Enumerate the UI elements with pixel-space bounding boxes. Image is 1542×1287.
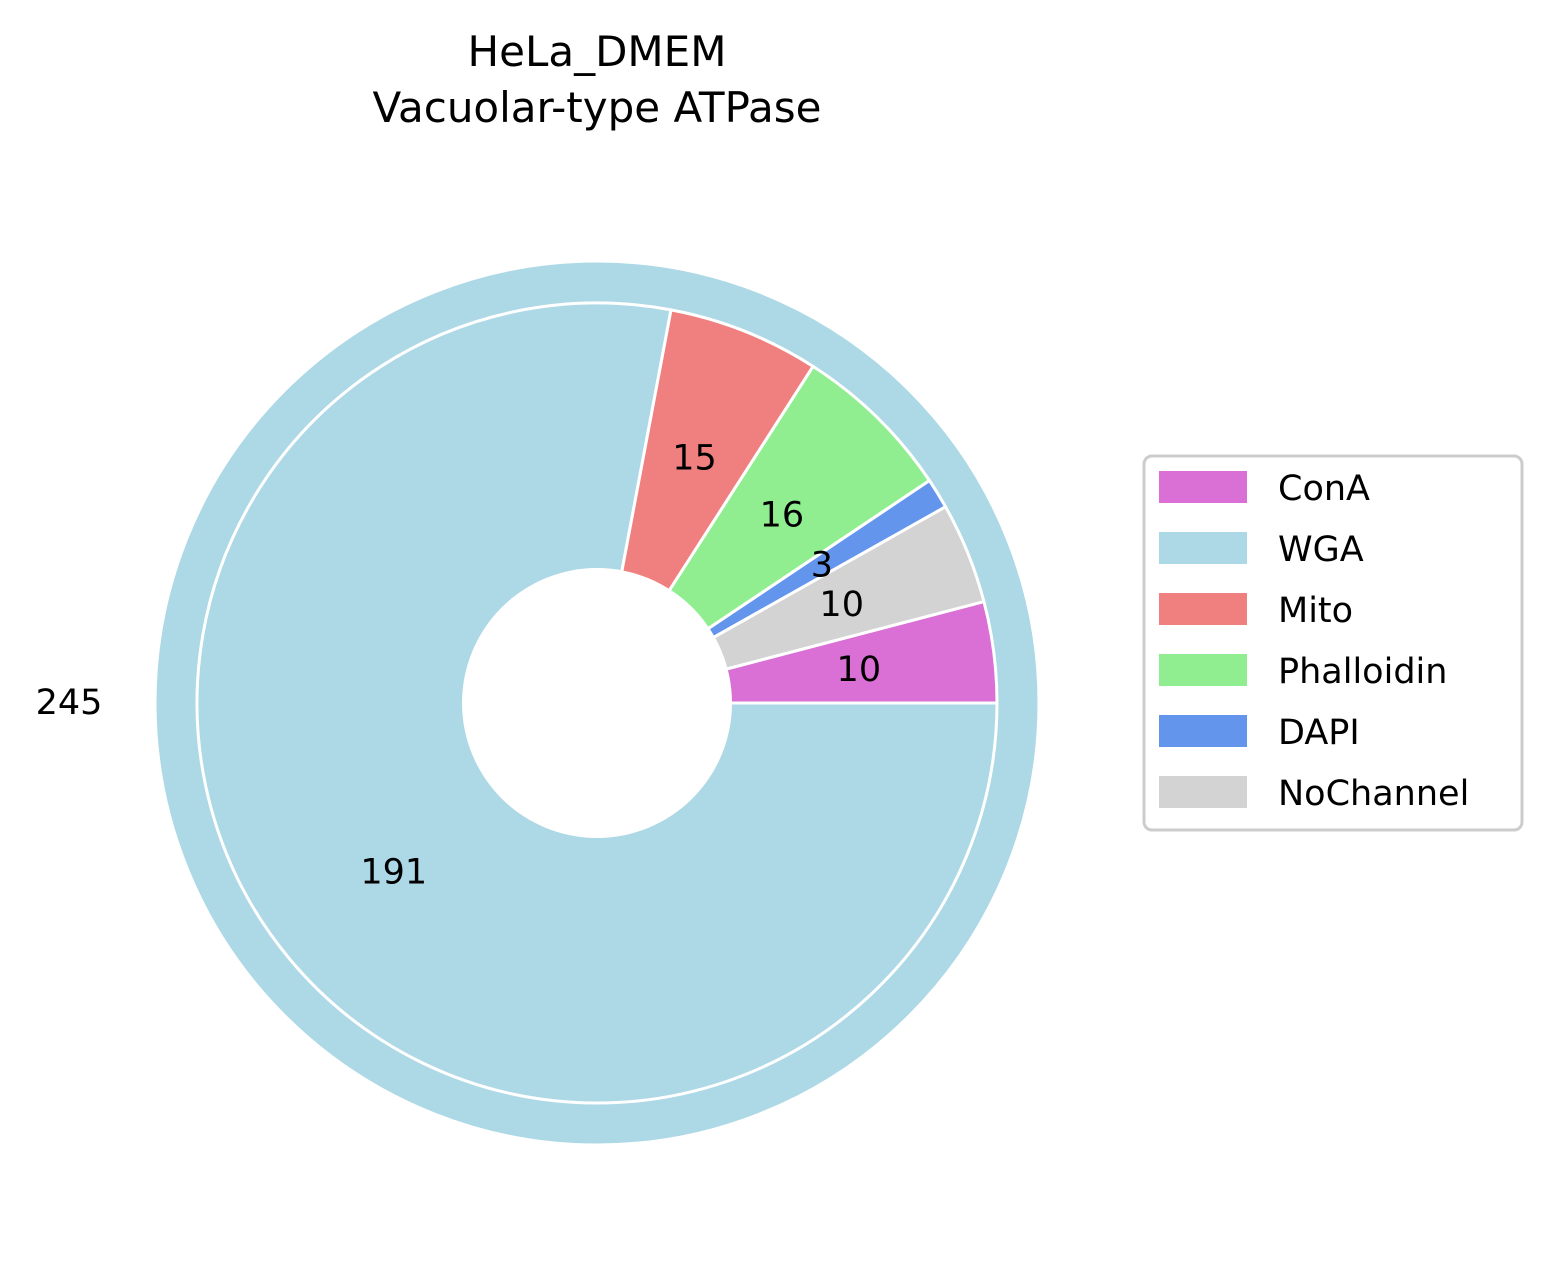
donut-hole [462,568,732,838]
chart-title-line-1: HeLa_DMEM [468,27,727,76]
legend-swatch-mito [1159,593,1247,625]
slice-label-dapi: 3 [811,546,833,586]
legend-swatch-phalloidin [1159,654,1247,686]
outer-ring-total-label: 245 [36,683,103,723]
legend-swatch-cona [1159,471,1247,503]
legend-swatch-wga [1159,532,1247,564]
legend-label-phalloidin: Phalloidin [1278,652,1447,692]
legend-label-cona: ConA [1278,469,1370,509]
chart-title-line-2: Vacuolar-type ATPase [373,83,822,132]
legend-label-dapi: DAPI [1278,713,1360,753]
slice-label-wga: 191 [360,853,427,893]
legend-swatch-nochannel [1159,776,1247,808]
legend-label-nochannel: NoChannel [1278,774,1469,814]
slice-label-nochannel: 10 [819,585,864,625]
slice-label-phalloidin: 16 [760,496,805,536]
legend-swatch-dapi [1159,715,1247,747]
legend: ConA WGA Mito Phalloidin DAPI NoChannel [1142,454,1524,832]
legend-label-mito: Mito [1278,591,1353,631]
legend-label-wga: WGA [1278,530,1364,570]
slice-label-cona: 10 [837,650,882,690]
slice-label-mito: 15 [672,439,717,479]
